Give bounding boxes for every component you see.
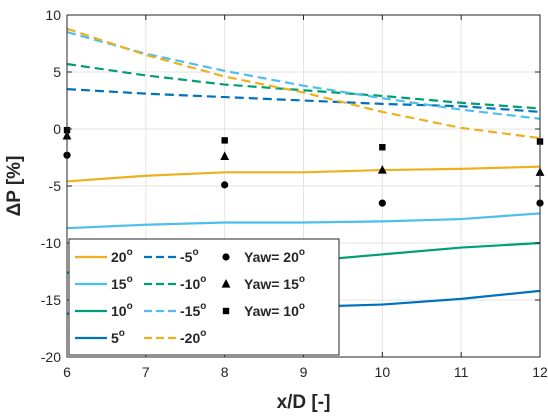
legend-label: Yaw= 10o: [244, 301, 305, 319]
legend-label-degree: o: [200, 274, 206, 285]
legend-label-degree: o: [299, 274, 305, 285]
x-axis-label: x/D [-]: [277, 392, 331, 413]
legend-label-degree: o: [127, 301, 133, 312]
legend-label-degree: o: [192, 247, 198, 258]
legend-label-degree: o: [299, 301, 305, 312]
legend-marker-square: [222, 307, 230, 315]
legend-label-degree: o: [299, 247, 305, 258]
series-line-5: [66, 62, 541, 110]
x-tick-label: 9: [300, 364, 308, 380]
legend-label-value: 10: [111, 303, 127, 319]
legend-label-value: -15: [180, 303, 200, 319]
legend-label-value: 20: [111, 249, 127, 265]
series-line-0: [66, 165, 541, 183]
legend-label-degree: o: [119, 328, 125, 339]
marker-point-square: [379, 144, 386, 151]
legend-label: -15o: [180, 301, 206, 319]
marker-point-circle: [221, 181, 229, 189]
axis-ticks: 6 7 8 9 10 11 12 10 5 0 -5 -10 -15 -20: [41, 7, 548, 380]
marker-point-square: [221, 137, 228, 144]
legend-label: 5o: [111, 328, 125, 346]
legend-label: -5o: [180, 247, 199, 265]
y-tick-label: -15: [41, 292, 61, 308]
legend-label-value: -5: [180, 249, 193, 265]
legend-label: Yaw= 20o: [244, 247, 305, 265]
y-tick-label: -5: [49, 178, 62, 194]
x-tick-label: 6: [63, 364, 71, 380]
marker-point-triangle: [220, 151, 230, 160]
y-tick-label: 5: [53, 64, 61, 80]
legend-label: 15o: [111, 274, 133, 292]
x-tick-label: 11: [454, 364, 469, 380]
x-tick-label: 7: [142, 364, 150, 380]
legend-label-value: -20: [180, 330, 200, 346]
legend-label-value: 5: [111, 330, 119, 346]
y-tick-label: -20: [41, 349, 61, 365]
legend-label-value: Yaw= 20: [244, 249, 299, 265]
series-line-7: [66, 27, 541, 140]
legend-label-degree: o: [200, 328, 206, 339]
legend-label-value: Yaw= 15: [244, 276, 299, 292]
legend-label-value: -10: [180, 276, 200, 292]
legend-label: Yaw= 15o: [244, 274, 305, 292]
legend-label-degree: o: [127, 274, 133, 285]
x-tick-label: 12: [532, 364, 548, 380]
series-line-4: [66, 88, 541, 113]
legend-label-degree: o: [127, 247, 133, 258]
legend-label: 10o: [111, 301, 133, 319]
y-axis-label: ΔP [%]: [4, 156, 25, 217]
legend-marker-circle: [222, 253, 230, 261]
y-tick-label: 0: [53, 121, 61, 137]
series-line-1: [66, 212, 541, 230]
legend-label: -10o: [180, 274, 206, 292]
series-line-6: [66, 31, 541, 120]
y-tick-label: 10: [45, 7, 61, 23]
legend-box: [68, 238, 340, 356]
x-tick-label: 10: [375, 364, 391, 380]
legend-marker-triangle: [221, 279, 231, 288]
marker-point-triangle: [377, 165, 387, 174]
legend-label: -20o: [180, 328, 206, 346]
marker-point-circle: [378, 199, 386, 207]
legend-label-value: 15: [111, 276, 127, 292]
legend-label-degree: o: [200, 301, 206, 312]
y-tick-label: -10: [41, 235, 61, 251]
legend-label-value: Yaw= 10: [244, 303, 299, 319]
x-tick-label: 8: [221, 364, 229, 380]
legend-label: 20o: [111, 247, 133, 265]
